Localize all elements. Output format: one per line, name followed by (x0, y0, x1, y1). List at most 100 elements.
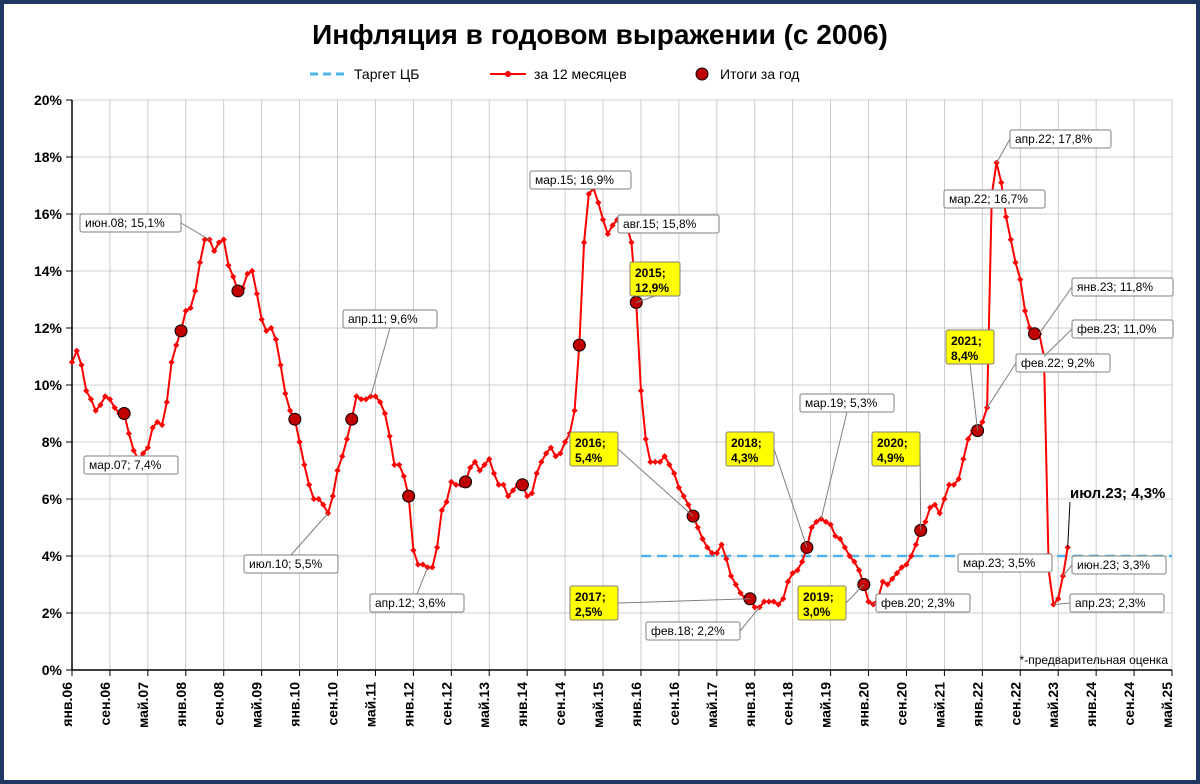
svg-text:Таргет ЦБ: Таргет ЦБ (354, 66, 419, 82)
callout-text: мар.22; 16,7% (949, 192, 1028, 206)
callout-leader (774, 449, 807, 547)
y-tick-label: 6% (42, 491, 63, 507)
callout-text: 12,9% (635, 281, 669, 295)
monthly-marker (382, 410, 388, 416)
svg-text:за 12 месяцев: за 12 месяцев (534, 66, 627, 82)
callout-text: фев.23; 11,0% (1077, 322, 1157, 336)
x-tick-label: май.11 (362, 682, 378, 727)
annual-marker (1029, 328, 1041, 340)
callout-leader (618, 449, 693, 516)
x-tick-label: май.07 (135, 682, 151, 728)
y-tick-label: 12% (34, 320, 63, 336)
y-tick-label: 4% (42, 548, 63, 564)
monthly-marker (534, 470, 540, 476)
monthly-marker (1003, 214, 1009, 220)
annual-marker (232, 285, 244, 297)
monthly-marker (259, 316, 265, 322)
x-tick-label: май.09 (249, 682, 265, 728)
callout-text: апр.23; 2,3% (1075, 596, 1146, 610)
callout-text: июн.08; 15,1% (85, 216, 165, 230)
x-tick-label: май.21 (931, 682, 947, 728)
svg-text:Итоги за год: Итоги за год (720, 66, 799, 82)
callout-text: мар.23; 3,5% (963, 556, 1036, 570)
callout-text: мар.15; 16,9% (535, 173, 614, 187)
monthly-marker (401, 473, 407, 479)
monthly-marker (998, 180, 1004, 186)
x-tick-label: янв.18 (742, 682, 758, 727)
x-tick-label: сен.24 (1121, 682, 1137, 726)
x-tick-label: май.17 (704, 682, 720, 728)
callout-text: 2018; (731, 436, 762, 450)
x-tick-label: сен.18 (780, 682, 796, 726)
callout-text: фев.22; 9,2% (1021, 356, 1095, 370)
callout-text: апр.11; 9,6% (348, 312, 418, 326)
x-tick-label: сен.12 (438, 682, 454, 726)
callout-leader (821, 412, 847, 519)
monthly-marker (960, 456, 966, 462)
y-tick-label: 18% (34, 149, 63, 165)
x-tick-label: сен.10 (325, 682, 341, 726)
callout-text: июл.10; 5,5% (249, 557, 322, 571)
callout-text: 2019; (803, 590, 834, 604)
annual-marker (573, 339, 585, 351)
callout-text: 2020; (877, 436, 908, 450)
monthly-marker (230, 274, 236, 280)
x-tick-label: сен.08 (211, 682, 227, 726)
inflation-chart: Инфляция в годовом выражении (с 2006)Тар… (0, 0, 1200, 784)
callout-text: авг.15; 15,8% (623, 217, 697, 231)
callout-text: 2015; (635, 266, 666, 280)
callout-leader (618, 599, 750, 603)
monthly-marker (173, 342, 179, 348)
callout-text: 4,3% (731, 451, 759, 465)
footnote: *-предварительная оценка (1020, 653, 1169, 667)
monthly-marker (500, 482, 506, 488)
monthly-marker (330, 493, 336, 499)
x-tick-label: янв.06 (59, 682, 75, 727)
callout-leader (970, 364, 978, 431)
y-tick-label: 20% (34, 92, 63, 108)
callout-text: мар.07; 7,4% (89, 458, 162, 472)
monthly-marker (1017, 276, 1023, 282)
x-tick-label: май.13 (476, 682, 492, 728)
callout-text: 3,0% (803, 605, 831, 619)
y-tick-label: 10% (34, 377, 63, 393)
monthly-marker (278, 362, 284, 368)
annual-marker (175, 325, 187, 337)
monthly-marker (387, 433, 393, 439)
monthly-marker (192, 288, 198, 294)
monthly-marker (429, 564, 435, 570)
monthly-marker (69, 359, 75, 365)
annual-marker (346, 413, 358, 425)
callout-text: фев.18; 2,2% (651, 624, 725, 638)
y-tick-label: 2% (42, 605, 63, 621)
legend: Таргет ЦБ за 12 месяцев Итоги за год (310, 66, 799, 82)
monthly-marker (78, 362, 84, 368)
callout-leader (371, 328, 390, 396)
monthly-marker (254, 291, 260, 297)
x-tick-label: янв.14 (514, 682, 530, 727)
x-tick-label: янв.16 (628, 682, 644, 727)
monthly-marker (126, 430, 132, 436)
x-tick-label: янв.12 (400, 682, 416, 727)
monthly-marker (628, 239, 634, 245)
monthly-marker (984, 405, 990, 411)
callout-text: 5,4% (575, 451, 603, 465)
monthly-marker (581, 239, 587, 245)
y-tick-label: 14% (34, 263, 63, 279)
monthly-marker (1008, 237, 1014, 243)
x-tick-label: сен.16 (666, 682, 682, 726)
callout-leader (1053, 603, 1070, 604)
monthly-marker (339, 453, 345, 459)
x-tick-label: янв.10 (287, 682, 303, 727)
monthly-marker (306, 482, 312, 488)
monthly-marker (638, 388, 644, 394)
x-tick-label: сен.20 (893, 682, 909, 726)
annual-marker (460, 476, 472, 488)
monthly-marker (643, 436, 649, 442)
monthly-marker (695, 524, 701, 530)
x-tick-label: янв.08 (173, 682, 189, 727)
callout-text: 2021; (951, 334, 982, 348)
annual-marker (403, 490, 415, 502)
monthly-marker (301, 462, 307, 468)
callout-leader (417, 567, 428, 594)
